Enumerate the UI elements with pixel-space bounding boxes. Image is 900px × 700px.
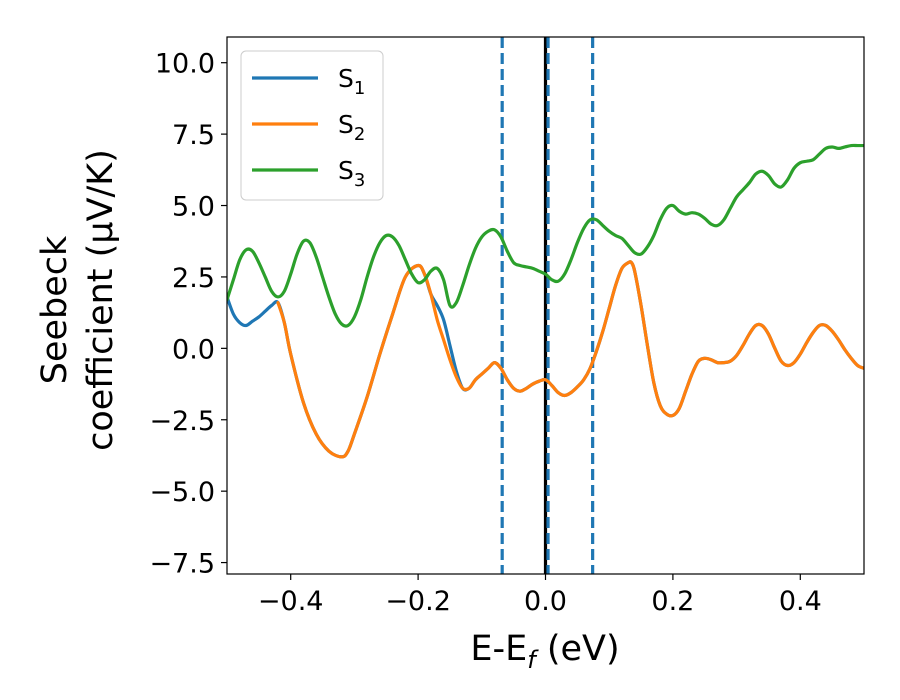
y-tick-label: −2.5	[149, 406, 215, 437]
y-axis-title-line2: coefficient (μV/K)	[81, 149, 121, 451]
y-tick-label: 7.5	[172, 120, 215, 151]
y-tick-label: 0.0	[172, 334, 215, 365]
x-tick-label: 0.2	[651, 586, 694, 617]
series-line-s3	[227, 143, 864, 328]
y-tick-label: −5.0	[149, 477, 215, 508]
x-tick-label: −0.4	[258, 586, 324, 617]
x-axis-title: E-Ef (eV)	[470, 629, 619, 674]
x-tick-label: −0.2	[385, 586, 451, 617]
x-axis-ticks: −0.4 −0.2 0.0 0.2 0.4	[258, 574, 822, 617]
y-tick-label: 2.5	[172, 263, 215, 294]
series-line-s2	[276, 260, 864, 459]
y-tick-label: 5.0	[172, 192, 215, 223]
x-tick-label: 0.0	[524, 586, 567, 617]
legend-label-s2: S2	[338, 110, 365, 145]
legend: S1 S2 S3	[240, 50, 384, 201]
legend-label-s1: S1	[338, 64, 365, 99]
series-layer	[227, 143, 864, 459]
legend-label-s3: S3	[338, 156, 365, 191]
y-axis-title-line1: Seebeck	[35, 235, 75, 384]
y-tick-label: 10.0	[155, 49, 215, 80]
y-tick-label: −7.5	[149, 549, 215, 580]
x-tick-label: 0.4	[779, 586, 822, 617]
y-axis-ticks: −7.5 −5.0 −2.5 0.0 2.5 5.0 7.5 10.0	[149, 49, 227, 580]
vertical-reference-lines	[500, 37, 595, 574]
